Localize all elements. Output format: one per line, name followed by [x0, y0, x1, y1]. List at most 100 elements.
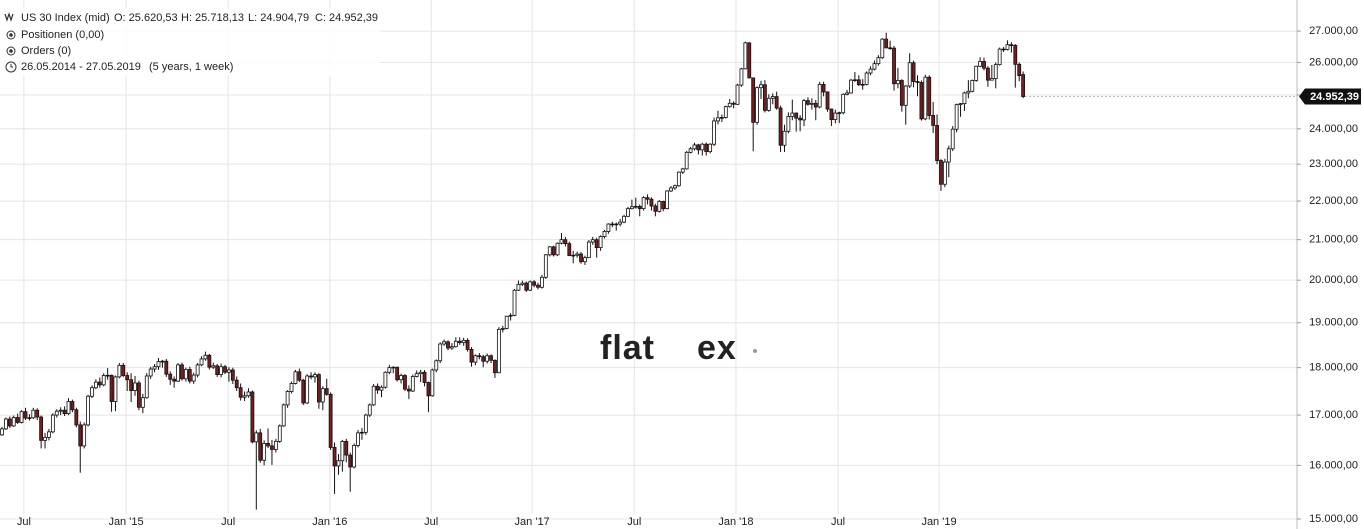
- candle-up: [727, 102, 732, 108]
- orders-icon[interactable]: [6, 46, 16, 56]
- candle-down: [551, 246, 556, 256]
- candle-down: [1021, 74, 1026, 97]
- candle-down: [594, 239, 599, 249]
- candle-up: [101, 375, 106, 386]
- candle-up: [688, 148, 693, 153]
- candle-up: [946, 148, 951, 163]
- candle-up: [512, 289, 517, 316]
- candle-up: [27, 417, 32, 419]
- candle-down: [168, 373, 173, 380]
- candle-down: [794, 112, 799, 119]
- candle-up: [868, 68, 873, 74]
- watermark-ex: ex: [697, 329, 737, 367]
- candle-up: [93, 381, 98, 389]
- candle-down: [187, 369, 192, 382]
- candle-up: [555, 242, 560, 256]
- candle-up: [156, 361, 161, 368]
- candle-up: [583, 257, 587, 263]
- candle-up: [958, 103, 963, 106]
- candle-down: [23, 411, 28, 419]
- candle-up: [845, 92, 849, 95]
- candle-down: [125, 375, 130, 381]
- candle-down: [344, 440, 349, 456]
- candle-down: [747, 42, 752, 79]
- candle-down: [180, 364, 184, 380]
- candle-up: [743, 42, 748, 70]
- candle-up: [11, 417, 16, 427]
- candle-up: [19, 411, 24, 423]
- candle-up: [673, 185, 677, 189]
- candle-down: [238, 387, 243, 398]
- candle-down: [919, 82, 924, 120]
- candle-down: [899, 80, 904, 106]
- candle-up: [719, 117, 724, 119]
- orders[interactable]: Orders (0): [21, 45, 71, 57]
- candle-down: [172, 378, 177, 382]
- candle-up: [50, 414, 55, 433]
- positions-icon[interactable]: [6, 30, 16, 40]
- candle-up: [438, 343, 443, 362]
- candle-up: [90, 387, 94, 397]
- candle-up: [903, 85, 908, 106]
- candle-down: [324, 388, 329, 395]
- candle-up: [966, 90, 971, 94]
- positions[interactable]: Positionen (0,00): [21, 29, 104, 41]
- candle-up: [195, 364, 200, 376]
- candle-up: [782, 130, 787, 146]
- candle-up: [547, 246, 552, 256]
- candle-up: [614, 223, 619, 226]
- candle-up: [0, 428, 4, 436]
- candle-down: [884, 38, 889, 49]
- candle-down: [610, 223, 615, 226]
- candle-up: [410, 376, 415, 392]
- candle-up: [360, 431, 364, 434]
- candle-up: [379, 386, 384, 391]
- candle-up: [144, 375, 149, 399]
- candle-up: [626, 208, 630, 217]
- instrument-name: US 30 Index (mid): [21, 12, 110, 24]
- date-range[interactable]: 26.05.2014 - 27.05.2019: [21, 61, 141, 73]
- candle-up: [954, 104, 959, 130]
- candle-down: [489, 355, 493, 361]
- candle-up: [285, 391, 290, 406]
- candle-down: [829, 108, 834, 120]
- candle-up: [387, 367, 392, 373]
- candle-up: [880, 38, 885, 59]
- candle-up: [242, 395, 247, 398]
- candle-up: [281, 404, 286, 427]
- candle-down: [1001, 48, 1006, 51]
- candle-up: [391, 366, 396, 369]
- candle-up: [211, 365, 216, 368]
- candle-up: [543, 254, 548, 278]
- candle-up: [817, 84, 822, 108]
- high-value: H: 25.718,13: [181, 12, 244, 24]
- candle-up: [82, 424, 87, 447]
- candle-down: [446, 341, 450, 349]
- y-tick-label: 21.000,00: [1309, 234, 1358, 246]
- candle-down: [915, 81, 920, 83]
- candle-down: [778, 107, 783, 146]
- candle-up: [602, 231, 607, 237]
- x-tick-label: Jan '18: [718, 516, 753, 528]
- candle-up: [907, 62, 912, 87]
- candle-up: [473, 355, 478, 363]
- y-tick-label: 27.000,00: [1309, 25, 1358, 37]
- candle-down: [931, 115, 936, 126]
- candle-up: [399, 375, 403, 381]
- candle-up: [58, 409, 63, 412]
- candle-up: [305, 375, 310, 404]
- candle-up: [860, 84, 865, 86]
- candle-up: [520, 282, 525, 285]
- candle-up: [657, 201, 662, 212]
- range-icon[interactable]: [5, 61, 17, 73]
- candle-down: [649, 198, 654, 207]
- x-tick-label: Jan '16: [312, 516, 347, 528]
- candle-up: [864, 72, 869, 85]
- range-icon-hands: [10, 64, 13, 68]
- open-value: O: 25.620,53: [114, 12, 178, 24]
- candle-down: [297, 371, 302, 381]
- candle-down: [653, 205, 658, 212]
- candle-down: [109, 374, 114, 402]
- candle-up: [496, 328, 501, 374]
